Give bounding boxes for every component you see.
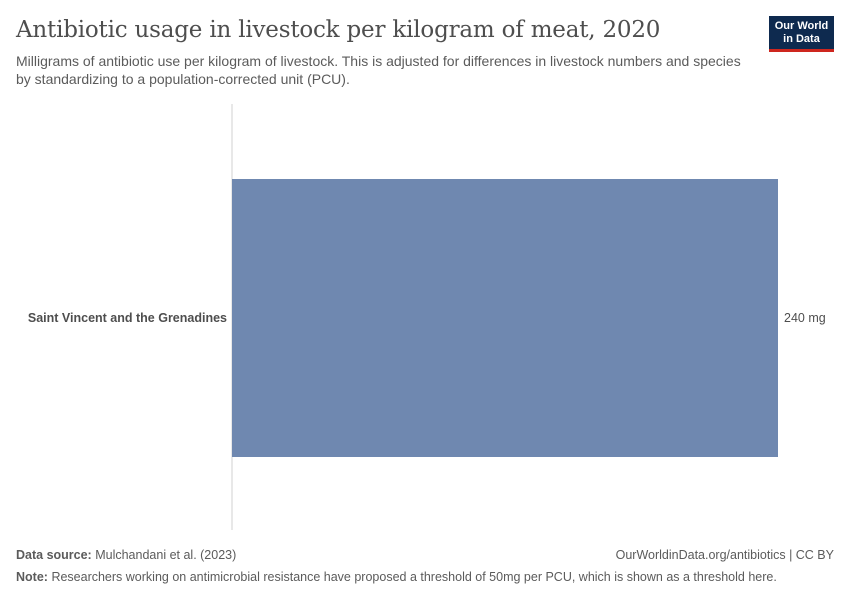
data-source: Data source: Mulchandani et al. (2023) [16,548,236,562]
chart-subtitle: Milligrams of antibiotic use per kilogra… [16,53,741,87]
note-text: Researchers working on antimicrobial res… [51,570,777,584]
data-source-label: Data source: [16,548,92,562]
logo-line-2: in Data [783,33,820,45]
owid-logo[interactable]: Our World in Data [769,16,834,52]
data-source-value[interactable]: Mulchandani et al. (2023) [95,548,237,562]
value-label-0: 240 mg [784,311,826,325]
chart-note: Note: Researchers working on antimicrobi… [16,570,777,584]
chart-title: Antibiotic usage in livestock per kilogr… [16,17,661,43]
attribution-link[interactable]: OurWorldinData.org/antibiotics | CC BY [615,548,834,562]
note-label: Note: [16,570,48,584]
logo-line-1: Our World [774,20,829,32]
category-label-0: Saint Vincent and the Grenadines [28,311,227,325]
bar-0[interactable] [232,179,778,457]
